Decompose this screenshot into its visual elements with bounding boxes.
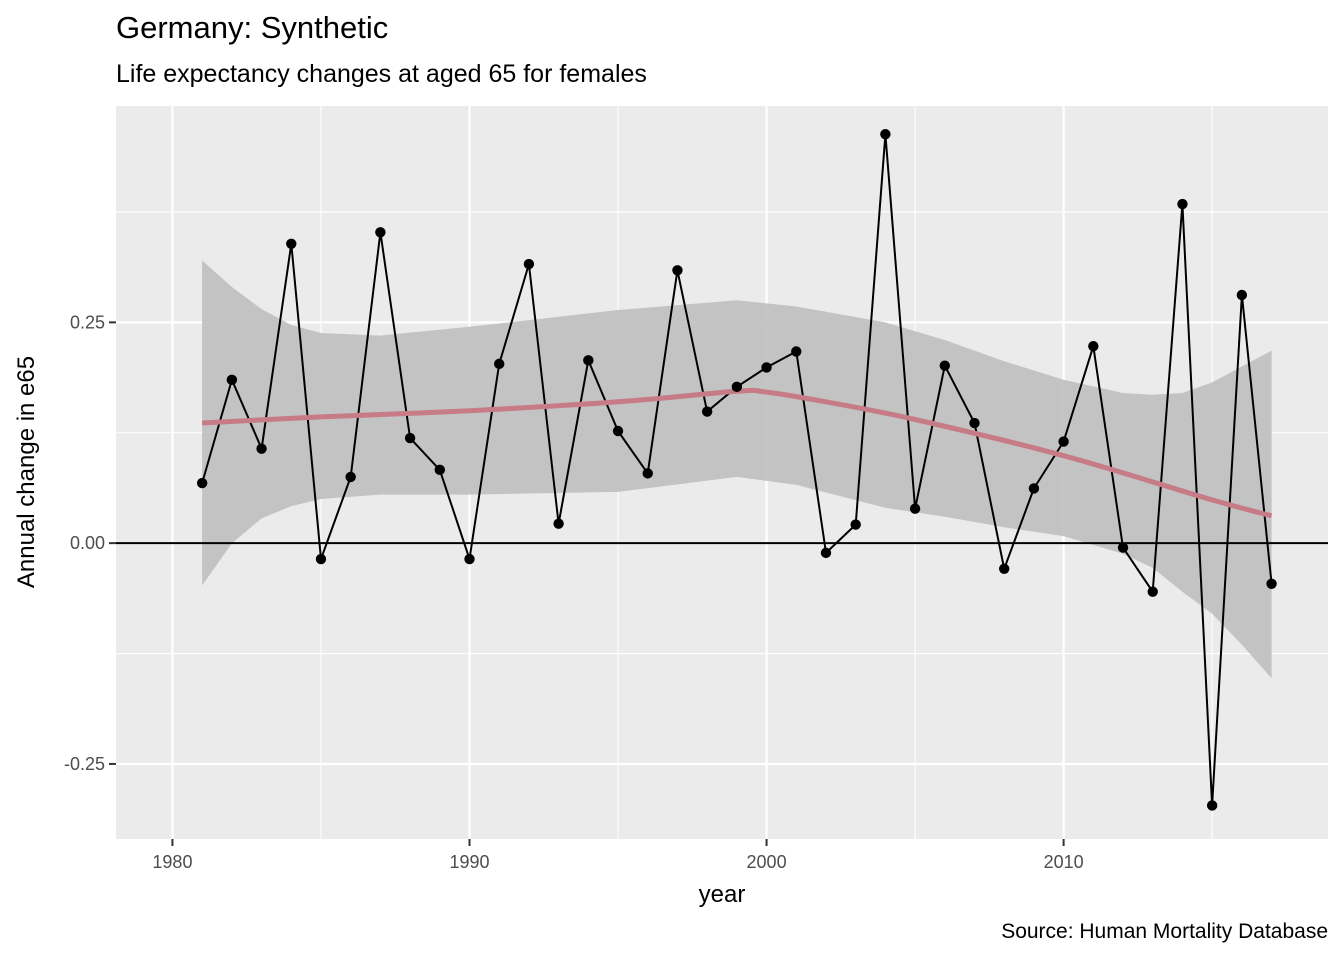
data-point xyxy=(969,417,980,429)
data-point xyxy=(731,381,743,393)
data-point xyxy=(1058,436,1069,447)
y-tick-label: 0.25 xyxy=(70,312,105,332)
data-point xyxy=(791,346,802,357)
data-point xyxy=(1206,800,1218,811)
data-point xyxy=(850,519,861,530)
data-point xyxy=(404,432,416,444)
data-point xyxy=(761,362,772,373)
chart-title: Germany: Synthetic xyxy=(116,10,389,45)
data-point xyxy=(1147,586,1158,597)
x-axis-title: year xyxy=(699,881,746,908)
y-tick-label: 0.00 xyxy=(70,533,105,553)
data-point xyxy=(1088,341,1099,352)
x-tick-label: 1980 xyxy=(152,852,192,872)
data-point xyxy=(880,129,891,140)
x-tick-label: 2000 xyxy=(747,852,787,872)
data-point xyxy=(612,425,624,437)
data-point xyxy=(1177,198,1188,210)
data-point xyxy=(1266,578,1277,589)
data-point xyxy=(494,358,505,370)
data-point xyxy=(701,406,713,417)
data-point xyxy=(523,258,535,270)
data-point xyxy=(909,503,921,514)
data-point xyxy=(999,563,1010,574)
data-point xyxy=(256,443,267,454)
x-tick-label: 1990 xyxy=(449,852,489,872)
data-point xyxy=(672,265,683,276)
confidence-band xyxy=(202,260,1272,679)
data-point xyxy=(642,468,653,479)
y-tick-label: -0.25 xyxy=(64,754,105,774)
data-points-layer xyxy=(196,129,1277,811)
data-point xyxy=(939,360,950,371)
x-axis: 1980 1990 2000 2010 xyxy=(152,839,1084,872)
x-tick-label: 2010 xyxy=(1044,852,1084,872)
data-point xyxy=(196,477,208,489)
chart-subtitle: Life expectancy changes at aged 65 for f… xyxy=(116,60,647,88)
data-point xyxy=(286,238,297,249)
data-point xyxy=(1028,483,1040,494)
confidence-band-layer xyxy=(202,260,1272,679)
data-point xyxy=(820,547,832,559)
data-point xyxy=(583,355,594,366)
y-axis: -0.25 0.00 0.25 xyxy=(64,312,116,774)
smooth-trend-line xyxy=(201,387,1273,519)
chart-caption: Source: Human Mortality Database xyxy=(1001,920,1328,943)
data-point xyxy=(375,227,386,238)
data-point xyxy=(1236,289,1248,301)
data-point xyxy=(1117,542,1129,553)
data-point xyxy=(464,553,475,565)
data-point xyxy=(434,464,445,476)
y-axis-title: Annual change in e65 xyxy=(13,356,40,588)
data-point xyxy=(345,471,356,483)
smooth-line-layer xyxy=(201,387,1273,519)
data-point xyxy=(553,518,564,529)
data-point xyxy=(226,374,238,385)
data-point xyxy=(315,553,327,565)
